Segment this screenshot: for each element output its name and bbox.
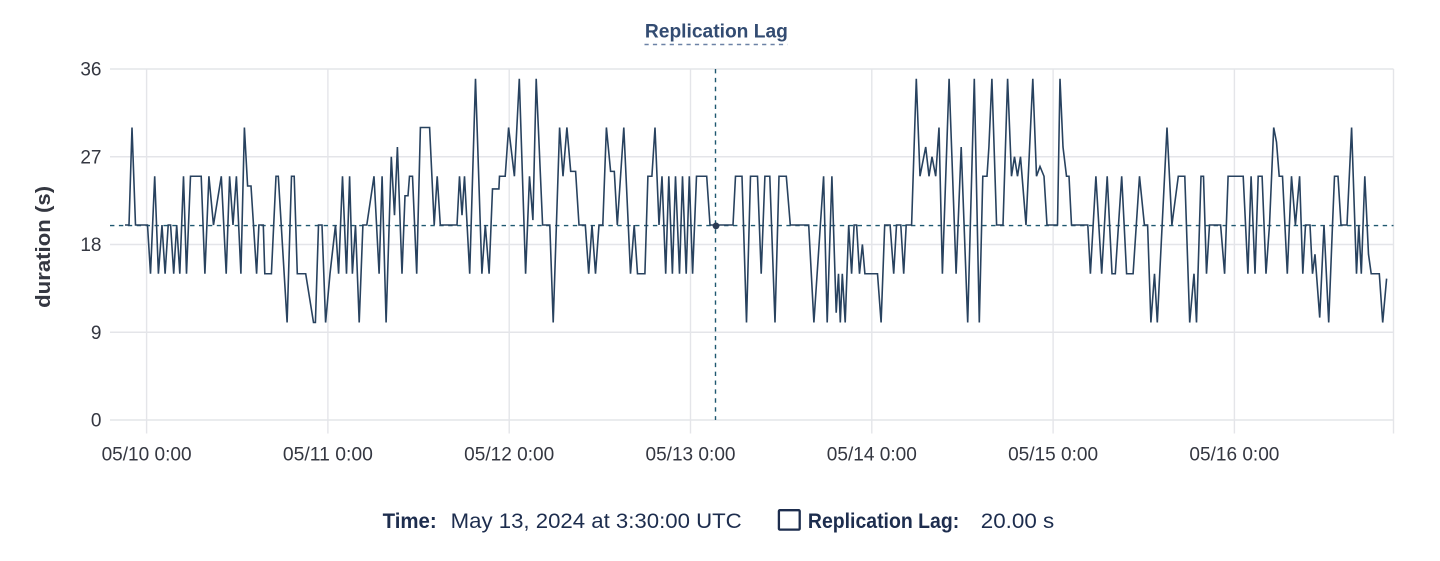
svg-text:0: 0 bbox=[91, 411, 102, 432]
svg-text:05/15 0:00: 05/15 0:00 bbox=[1008, 445, 1098, 466]
svg-text:18: 18 bbox=[80, 235, 101, 256]
svg-text:May 13, 2024 at 3:30:00 UTC: May 13, 2024 at 3:30:00 UTC bbox=[451, 509, 742, 533]
svg-text:05/13 0:00: 05/13 0:00 bbox=[646, 445, 736, 466]
svg-text:Replication Lag: Replication Lag bbox=[645, 22, 788, 43]
svg-text:05/10 0:00: 05/10 0:00 bbox=[102, 445, 192, 466]
svg-text:27: 27 bbox=[80, 147, 101, 168]
svg-text:36: 36 bbox=[80, 60, 101, 81]
svg-text:duration (s): duration (s) bbox=[33, 186, 55, 308]
svg-text:20.00 s: 20.00 s bbox=[981, 509, 1054, 533]
svg-text:Time:: Time: bbox=[383, 509, 437, 533]
svg-text:05/16 0:00: 05/16 0:00 bbox=[1189, 445, 1279, 466]
svg-text:05/14 0:00: 05/14 0:00 bbox=[827, 445, 917, 466]
svg-text:9: 9 bbox=[91, 323, 102, 344]
svg-text:05/12 0:00: 05/12 0:00 bbox=[464, 445, 554, 466]
svg-text:Replication Lag:: Replication Lag: bbox=[808, 509, 959, 533]
svg-text:05/11 0:00: 05/11 0:00 bbox=[283, 445, 373, 466]
